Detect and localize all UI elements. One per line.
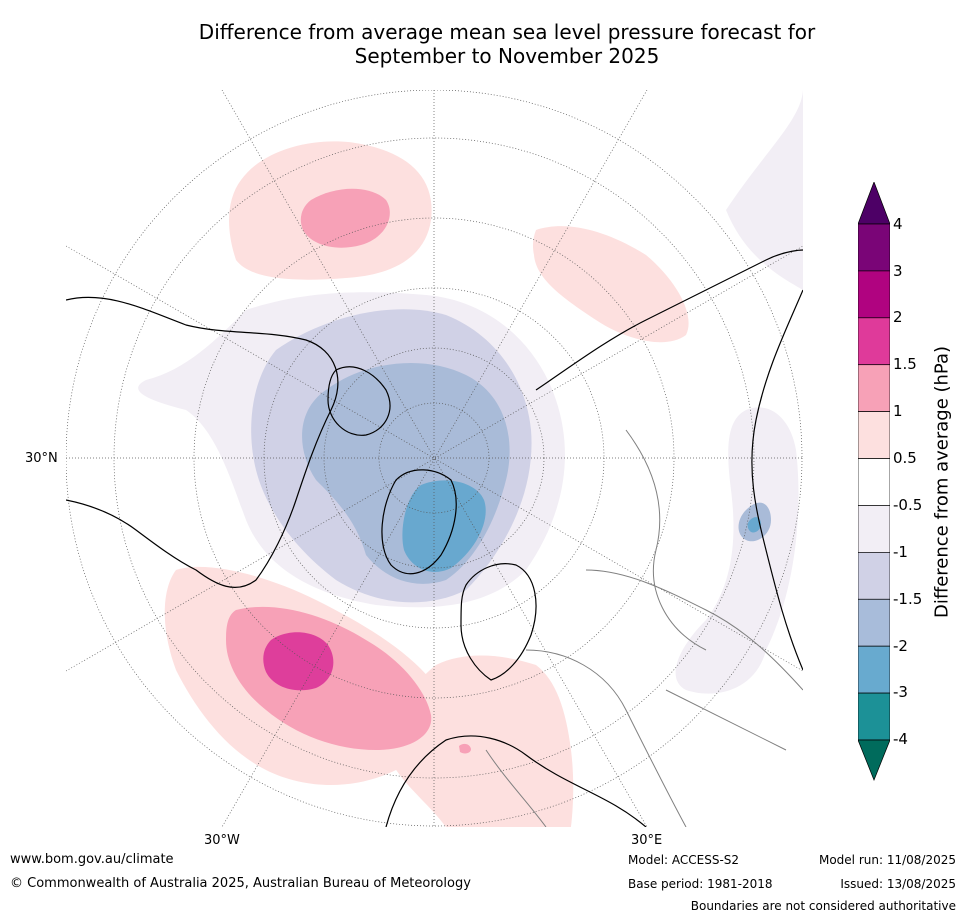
colorbar-segment [858,223,890,272]
colorbar-label: Difference from average (hPa) [931,345,953,619]
weak-negative-asia [675,407,799,694]
colorbar-tick-minus-1-5: -1.5 [893,590,923,608]
colorbar-segment [858,411,890,459]
north-atlantic-high [263,632,334,691]
europe-coast [385,735,647,827]
title-line-1: Difference from average mean sea level p… [198,20,816,44]
colorbar-segment [858,364,890,412]
model-run-date: Model run: 11/08/2025 [818,853,956,867]
colorbar-tick-2: 2 [893,308,903,326]
colorbar-segment [858,692,890,741]
lat-label-30n: 30°N [25,451,58,466]
colorbar-tick-minus-2: -2 [893,637,908,655]
north-america-coast [66,296,339,589]
colorbar-tick-0-5: 0.5 [893,449,917,467]
colorbar-segment [858,552,890,600]
colorbar-segment [858,598,890,647]
colorbar-tick-minus-4: -4 [893,730,908,748]
base-period: Base period: 1981-2018 [628,877,773,891]
europe-small-high [459,743,471,754]
colorbar-tick-1: 1 [893,402,903,420]
east-asia-core [747,517,762,533]
colorbar-segment [858,505,890,553]
asia-coast [535,249,803,391]
colorbar-extend-top [858,182,890,225]
lon-label-30e: 30°E [631,833,663,848]
website-link[interactable]: www.bom.gov.au/climate [10,852,174,867]
colorbar-tick-minus-1: -1 [893,543,908,561]
siberia-weak-high [532,226,689,343]
colorbar-tick-3: 3 [893,262,903,280]
copyright-notice: © Commonwealth of Australia 2025, Austra… [10,876,471,891]
arctic-islands-coast [327,366,391,436]
colorbar [858,182,890,781]
colorbar-segment [858,458,890,506]
colorbar-extend-bottom [858,739,890,781]
title-line-2: September to November 2025 [354,44,660,68]
greenland-coast [381,469,457,575]
lon-label-30w: 30°W [204,833,240,848]
weak-negative-east [726,90,803,290]
europe-weak-high [386,655,574,827]
colorbar-segment [858,270,890,319]
pressure-anomaly-map [66,90,803,827]
model-name: Model: ACCESS-S2 [628,853,740,867]
boundary-disclaimer: Boundaries are not considered authoritat… [690,899,956,913]
colorbar-tick-1-5: 1.5 [893,355,917,373]
scandinavia-coast [460,563,537,681]
map-title: Difference from average mean sea level p… [0,20,965,68]
east-asia-coast [751,289,803,671]
colorbar-segment [858,645,890,694]
colorbar-tick-minus-3: -3 [893,683,908,701]
colorbar-segment [858,317,890,366]
greenland-low [402,480,486,572]
issued-date: Issued: 13/08/2025 [840,877,956,891]
north-pacific-moderate-high [300,188,390,248]
colorbar-tick-4: 4 [893,215,903,233]
colorbar-tick-minus-0-5: -0.5 [893,496,923,514]
